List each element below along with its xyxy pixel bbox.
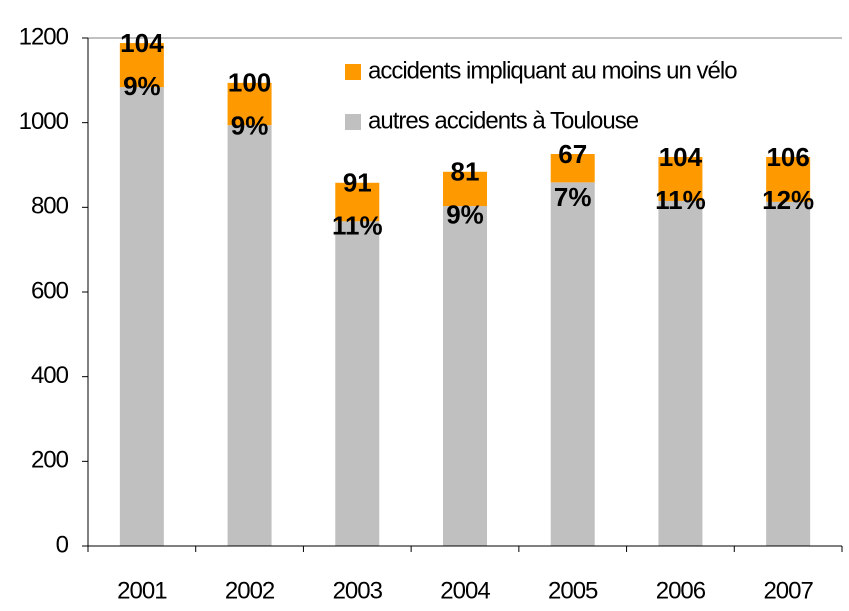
x-tick-label: 2003	[333, 577, 383, 604]
bar-segment	[227, 125, 272, 546]
legend-swatch	[345, 114, 361, 130]
legend-label: accidents impliquant au moins un vélo	[368, 57, 737, 84]
share-label: 11%	[332, 211, 383, 241]
share-label: 9%	[231, 111, 269, 141]
legend-swatch	[345, 64, 361, 80]
bar-segment	[119, 43, 164, 88]
data-label: 104	[120, 28, 164, 58]
bar-segment	[335, 182, 380, 222]
x-tick-label: 2002	[225, 577, 275, 604]
share-label: 9%	[446, 200, 484, 230]
x-tick-label: 2007	[763, 577, 813, 604]
y-tick-label: 1200	[19, 23, 69, 50]
bar-segment	[119, 87, 164, 547]
x-tick-label: 2001	[117, 577, 167, 604]
bar-segment	[658, 156, 703, 201]
bar-segment	[550, 182, 595, 546]
data-label: 67	[558, 139, 587, 169]
legend-label: autres accidents à Toulouse	[368, 107, 639, 134]
bar-segment	[658, 200, 703, 546]
bar-segment	[335, 221, 380, 546]
data-label: 104	[659, 142, 703, 172]
data-label: 106	[766, 142, 809, 172]
bar-segment	[766, 201, 811, 546]
y-tick-label: 600	[31, 277, 69, 304]
y-tick-label: 800	[31, 193, 69, 220]
share-label: 7%	[554, 182, 592, 212]
x-tick-label: 2004	[440, 577, 490, 604]
share-label: 11%	[655, 185, 706, 215]
x-tick-label: 2005	[548, 577, 598, 604]
bar-segment	[443, 171, 487, 207]
y-tick-label: 400	[31, 362, 69, 389]
y-tick-label: 200	[31, 447, 69, 474]
y-tick-label: 1000	[19, 108, 69, 135]
bar-segment	[766, 156, 811, 202]
share-label: 12%	[762, 185, 814, 215]
share-label: 9%	[123, 71, 161, 101]
bar-segment	[550, 153, 595, 183]
data-label: 81	[451, 157, 480, 187]
bar-segment	[227, 82, 272, 126]
data-label: 100	[228, 68, 271, 98]
y-tick-label: 0	[56, 531, 69, 558]
bar-segment	[443, 206, 487, 546]
x-tick-label: 2006	[656, 577, 706, 604]
data-label: 91	[343, 168, 372, 198]
